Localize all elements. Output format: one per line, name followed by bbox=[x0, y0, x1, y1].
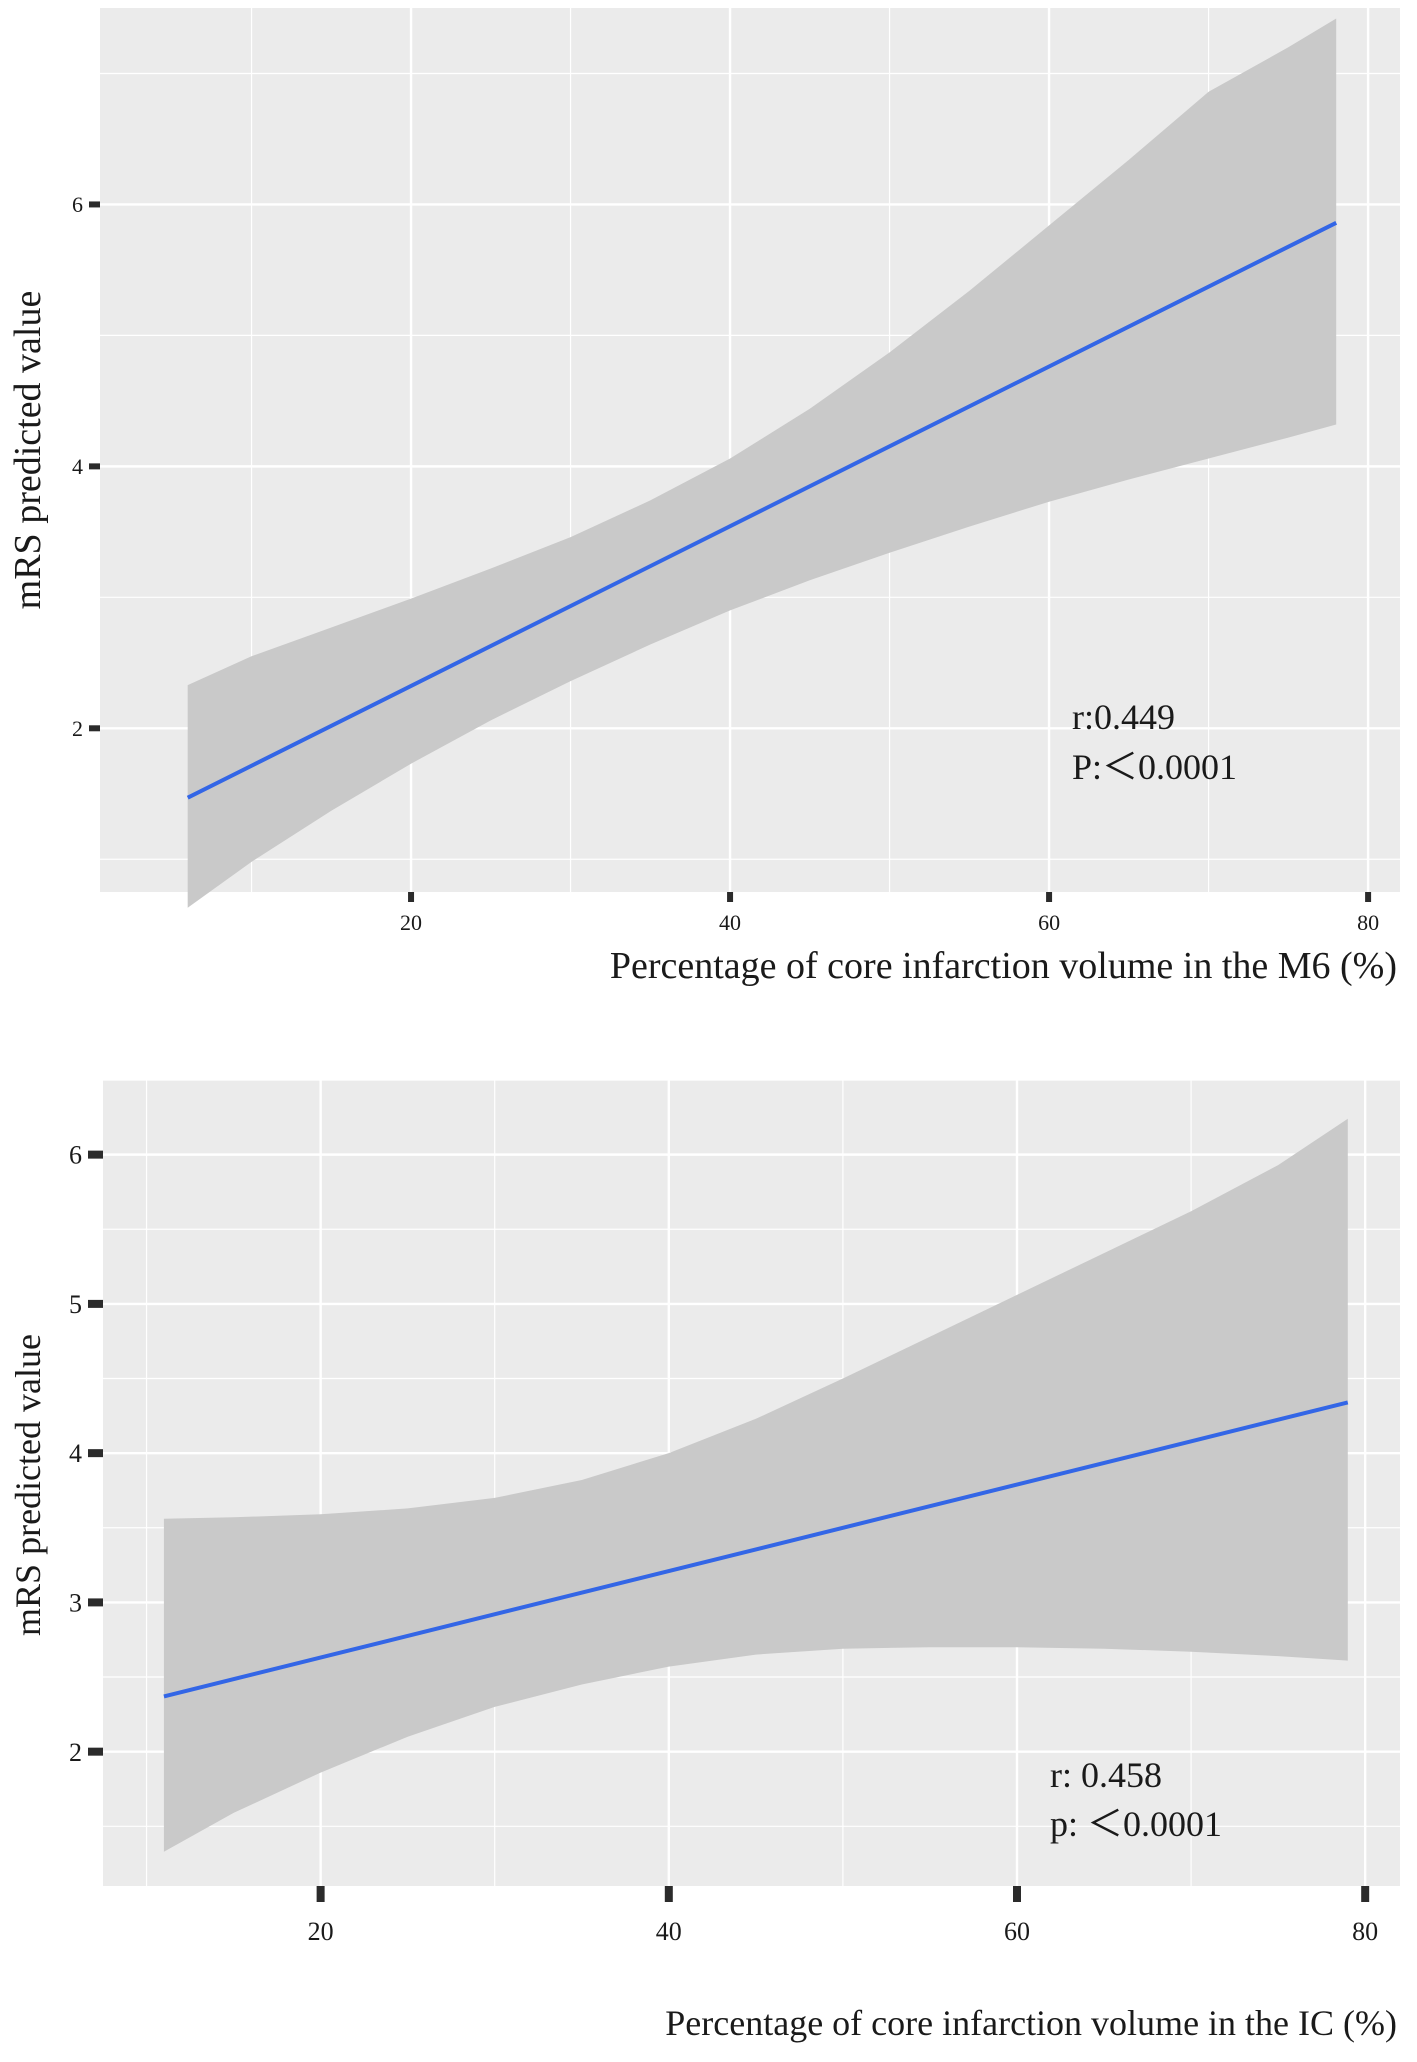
x-tick-label: 40 bbox=[719, 910, 741, 935]
x-axis-label: Percentage of core infarction volume in … bbox=[665, 2003, 1397, 2043]
y-axis-label: mRS predicted value bbox=[7, 291, 49, 610]
y-tick-label: 4 bbox=[69, 1439, 82, 1468]
y-tick-label: 2 bbox=[69, 1738, 82, 1767]
y-axis-label: mRS predicted value bbox=[8, 1334, 48, 1636]
annotation-p: p: ＜0.0001 bbox=[1050, 1804, 1222, 1844]
x-tick-label: 80 bbox=[1357, 910, 1379, 935]
y-tick-label: 6 bbox=[72, 192, 83, 217]
annotation-r: r: 0.458 bbox=[1050, 1755, 1162, 1795]
chart-m6: 20 40 60 80 2 4 6 Percentage of core infarction… bbox=[7, 8, 1400, 987]
x-tick-label: 20 bbox=[400, 910, 422, 935]
y-tick-label: 2 bbox=[72, 716, 83, 741]
confidence-band bbox=[163, 1118, 1348, 1852]
regression-line bbox=[163, 1400, 1349, 1699]
x-tick-label: 40 bbox=[656, 1917, 682, 1946]
x-tick-label: 60 bbox=[1038, 910, 1060, 935]
y-tick-label: 6 bbox=[69, 1141, 82, 1170]
y-tick-label: 4 bbox=[72, 454, 83, 479]
y-tick-label: 5 bbox=[69, 1290, 82, 1319]
x-axis-label: Percentage of core infarction volume in … bbox=[610, 945, 1397, 987]
y-tick-label: 3 bbox=[69, 1589, 82, 1618]
x-tick-label: 20 bbox=[308, 1917, 334, 1946]
annotation-p: P:＜0.0001 bbox=[1072, 747, 1237, 787]
chart-ic: 20 40 60 80 2 3 4 5 6 Percentage of core infarcti… bbox=[8, 1079, 1400, 2043]
x-tick-label: 80 bbox=[1352, 1917, 1378, 1946]
x-tick-label: 60 bbox=[1004, 1917, 1030, 1946]
confidence-band bbox=[187, 18, 1337, 908]
annotation-r: r:0.449 bbox=[1072, 697, 1175, 737]
regression-line bbox=[186, 220, 1338, 800]
